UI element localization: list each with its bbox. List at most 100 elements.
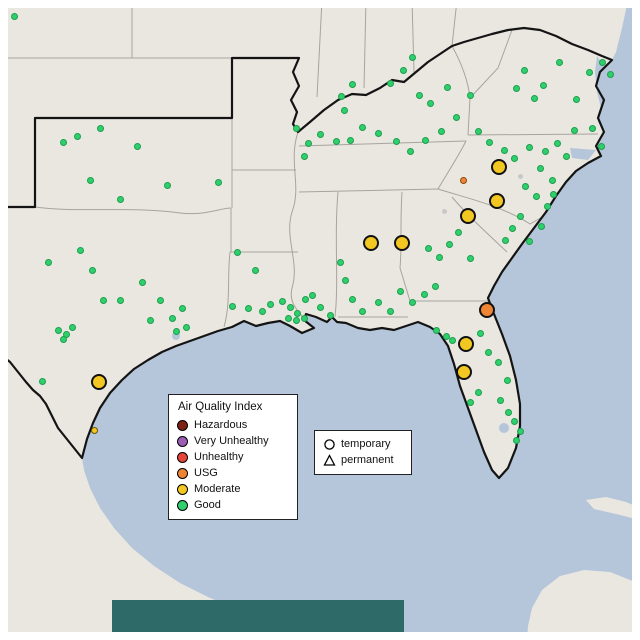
- aqi-marker-moderate: [491, 159, 507, 175]
- temporary-circle-icon: [324, 438, 335, 450]
- aqi-marker-moderate: [91, 374, 107, 390]
- aqi-marker-good: [496, 396, 504, 404]
- legend-label: Unhealthy: [194, 451, 244, 463]
- aqi-marker-good: [156, 296, 164, 304]
- pamlico-sound: [570, 148, 596, 160]
- aqi-marker-good: [73, 132, 81, 140]
- aqi-marker-good: [300, 314, 308, 322]
- aqi-legend-title: Air Quality Index: [178, 401, 263, 413]
- aqi-marker-good: [293, 309, 301, 317]
- aqi-marker-good: [520, 66, 528, 74]
- aqi-marker-good: [485, 138, 493, 146]
- aqi-marker-moderate: [456, 364, 472, 380]
- aqi-marker-good: [548, 176, 556, 184]
- aqi-marker-good: [435, 253, 443, 261]
- aqi-marker-good: [562, 152, 570, 160]
- aqi-marker-good: [10, 12, 18, 20]
- aqi-marker-good: [300, 152, 308, 160]
- aqi-marker-good: [308, 291, 316, 299]
- aqi-marker-good: [304, 139, 312, 147]
- legend-label: Good: [194, 499, 221, 511]
- city-dot: [517, 173, 523, 179]
- aqi-marker-good: [530, 94, 538, 102]
- aqi-marker-good: [266, 300, 274, 308]
- aqi-marker-moderate: [489, 193, 505, 209]
- aqi-marker-good: [466, 91, 474, 99]
- aqi-marker-good: [133, 142, 141, 150]
- aqi-marker-good: [228, 302, 236, 310]
- aqi-marker-good: [341, 276, 349, 284]
- aqi-marker-good: [510, 154, 518, 162]
- aqi-marker-good: [570, 126, 578, 134]
- aqi-marker-good: [284, 314, 292, 322]
- aqi-marker-good: [504, 408, 512, 416]
- aqi-marker-good: [421, 136, 429, 144]
- aqi-marker-good: [597, 142, 605, 150]
- aqi-marker-good: [606, 70, 614, 78]
- aqi-marker-good: [258, 307, 266, 315]
- aqi-marker-good: [59, 335, 67, 343]
- aqi-marker-good: [432, 326, 440, 334]
- hazardous-swatch-icon: [177, 419, 188, 431]
- aqi-marker-moderate-small: [90, 426, 98, 434]
- aqi-marker-usg: [479, 302, 495, 318]
- legend-row-good: Good: [177, 497, 289, 513]
- aqi-marker-good: [396, 287, 404, 295]
- aqi-marker-good: [316, 303, 324, 311]
- station-type-legend: temporary permanent: [314, 430, 412, 475]
- aqi-marker-good: [168, 314, 176, 322]
- aqi-marker-good: [386, 79, 394, 87]
- state-borders: [0, 0, 599, 328]
- yucatan-land: [527, 570, 640, 640]
- aqi-marker-usg-small: [459, 176, 467, 184]
- aqi-marker-good: [466, 398, 474, 406]
- aqi-marker-good: [585, 68, 593, 76]
- aqi-marker-good: [332, 137, 340, 145]
- aqi-marker-good: [358, 307, 366, 315]
- aqi-marker-good: [286, 303, 294, 311]
- legend-row-usg: USG: [177, 465, 289, 481]
- aqi-marker-good: [442, 332, 450, 340]
- aqi-marker-good: [138, 278, 146, 286]
- aqi-marker-good: [549, 190, 557, 198]
- aqi-marker-good: [292, 316, 300, 324]
- aqi-marker-good: [374, 298, 382, 306]
- legend-row-very-unhealthy: Very Unhealthy: [177, 433, 289, 449]
- aqi-marker-good: [316, 130, 324, 138]
- aqi-marker-good: [541, 147, 549, 155]
- aqi-marker-good: [386, 307, 394, 315]
- aqi-legend: Air Quality Index Hazardous Very Unhealt…: [168, 394, 298, 520]
- aqi-marker-good: [532, 192, 540, 200]
- aqi-marker-good: [501, 236, 509, 244]
- aqi-marker-good: [553, 139, 561, 147]
- moderate-swatch-icon: [177, 483, 188, 495]
- aqi-marker-good: [301, 295, 309, 303]
- legend-label: Hazardous: [194, 419, 248, 431]
- aqi-marker-good: [476, 329, 484, 337]
- aqi-marker-good: [408, 298, 416, 306]
- legend-label: permanent: [341, 454, 394, 466]
- aqi-marker-good: [54, 326, 62, 334]
- aqi-marker-good: [426, 99, 434, 107]
- aqi-marker-good: [452, 113, 460, 121]
- aqi-marker-good: [244, 304, 252, 312]
- aqi-marker-good: [512, 84, 520, 92]
- aqi-marker-good: [408, 53, 416, 61]
- aqi-marker-good: [543, 202, 551, 210]
- aqi-marker-good: [443, 83, 451, 91]
- aqi-marker-good: [116, 296, 124, 304]
- aqi-marker-good: [484, 348, 492, 356]
- aqi-marker-good: [146, 316, 154, 324]
- aqi-marker-good: [555, 58, 563, 66]
- legend-label: USG: [194, 467, 218, 479]
- aqi-marker-good: [68, 323, 76, 331]
- aqi-marker-good: [516, 212, 524, 220]
- aqi-marker-good: [494, 358, 502, 366]
- city-dot: [441, 208, 447, 214]
- aqi-marker-good: [76, 246, 84, 254]
- aqi-marker-good: [233, 248, 241, 256]
- aqi-marker-good: [96, 124, 104, 132]
